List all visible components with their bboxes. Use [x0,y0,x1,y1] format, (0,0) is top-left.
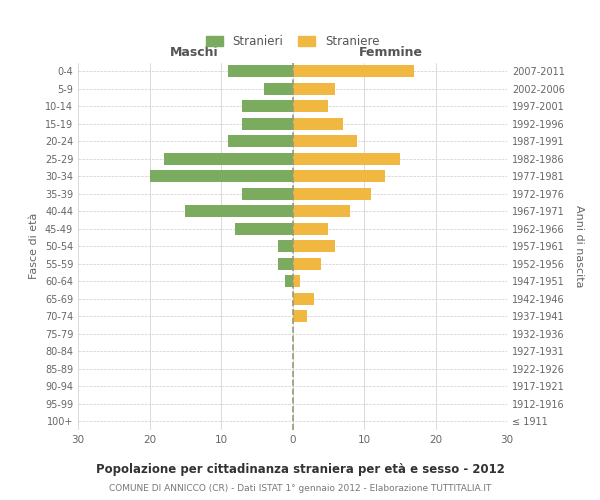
Bar [293,275,299,287]
Bar [242,100,293,112]
Bar [242,188,293,200]
Bar [293,100,328,112]
Legend: Stranieri, Straniere: Stranieri, Straniere [202,32,383,52]
Y-axis label: Fasce di età: Fasce di età [29,213,39,280]
Bar [293,65,414,78]
Bar [278,258,293,270]
Bar [293,240,335,252]
Bar [293,170,385,182]
Bar [242,118,293,130]
Text: Femmine: Femmine [359,46,423,59]
Bar [286,275,293,287]
Text: Maschi: Maschi [170,46,218,59]
Text: COMUNE DI ANNICCO (CR) - Dati ISTAT 1° gennaio 2012 - Elaborazione TUTTITALIA.IT: COMUNE DI ANNICCO (CR) - Dati ISTAT 1° g… [109,484,491,493]
Bar [264,82,293,95]
Bar [293,152,400,165]
Bar [293,135,357,147]
Bar [293,188,371,200]
Bar [293,205,350,218]
Bar [293,258,321,270]
Bar [293,222,328,235]
Y-axis label: Anni di nascita: Anni di nascita [574,205,584,288]
Bar [228,135,293,147]
Bar [164,152,293,165]
Text: Popolazione per cittadinanza straniera per età e sesso - 2012: Popolazione per cittadinanza straniera p… [95,462,505,475]
Bar [293,118,343,130]
Bar [235,222,293,235]
Bar [293,292,314,305]
Bar [293,82,335,95]
Bar [293,310,307,322]
Bar [149,170,293,182]
Bar [185,205,293,218]
Bar [228,65,293,78]
Bar [278,240,293,252]
